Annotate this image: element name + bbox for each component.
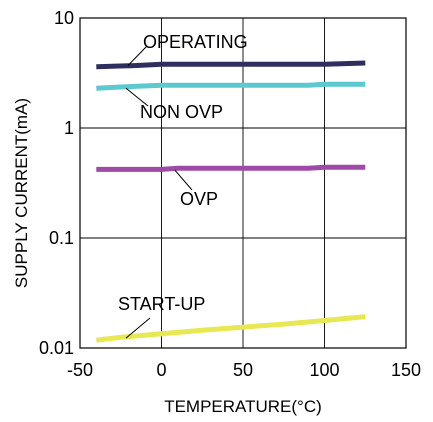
series-line-operating bbox=[96, 60, 366, 70]
leader-line-ovp bbox=[174, 169, 193, 191]
y-tick-label: 0.1 bbox=[49, 228, 74, 248]
x-tick-label: 100 bbox=[309, 360, 339, 380]
plot-area-frame bbox=[79, 17, 407, 349]
y-axis-label: SUPPLY CURRENT(mA) bbox=[12, 98, 31, 288]
x-tick-label: 0 bbox=[156, 360, 166, 380]
annotation-ovp: OVP bbox=[180, 189, 218, 209]
x-tick-label: 50 bbox=[233, 360, 253, 380]
x-tick-label: -50 bbox=[67, 360, 93, 380]
annotation-non-ovp: NON OVP bbox=[140, 102, 223, 122]
y-tick-label: 1 bbox=[64, 118, 74, 138]
leader-line-operating bbox=[127, 45, 148, 66]
annotation-start-up: START-UP bbox=[118, 294, 205, 314]
leader-line-non-ovp bbox=[125, 87, 149, 107]
series-line-start-up bbox=[96, 314, 366, 343]
tick-label-layer: -50 0 50 100 150 0.01 0.1 1 10 bbox=[39, 8, 421, 380]
leader-line-start-up bbox=[125, 317, 151, 339]
y-tick-label: 0.01 bbox=[39, 338, 74, 358]
x-axis-label: TEMPERATURE(°C) bbox=[164, 397, 322, 416]
x-tick-label: 150 bbox=[391, 360, 421, 380]
annotation-layer: OPERATING NON OVP OVP START-UP bbox=[118, 32, 248, 339]
annotation-operating: OPERATING bbox=[143, 32, 248, 52]
y-tick-label: 10 bbox=[54, 8, 74, 28]
series-line-non-ovp bbox=[96, 81, 366, 91]
series-line-ovp bbox=[96, 164, 366, 172]
